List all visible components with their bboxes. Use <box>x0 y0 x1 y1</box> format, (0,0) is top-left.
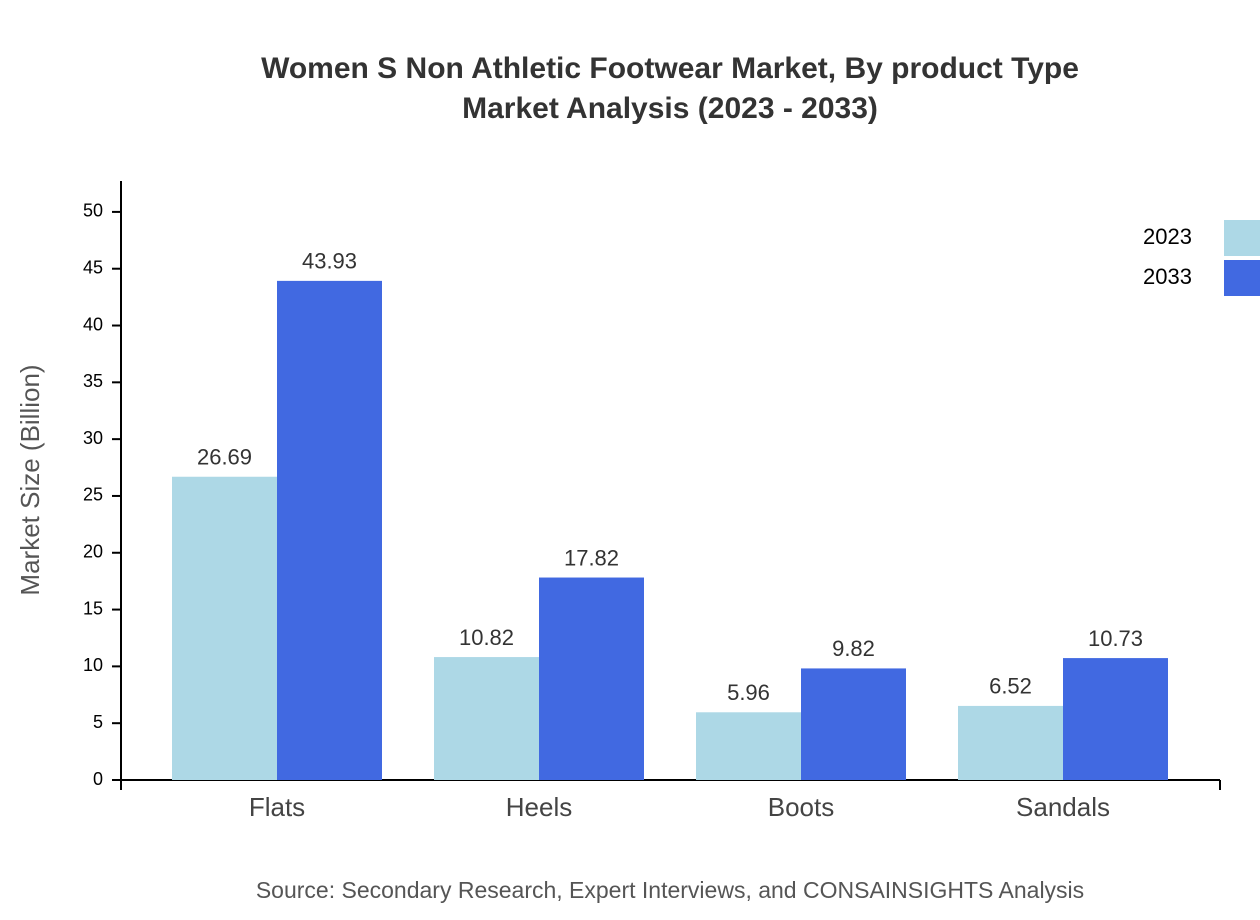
y-tick-label: 35 <box>83 371 103 391</box>
bar <box>1063 658 1168 780</box>
bar <box>958 705 1063 780</box>
y-tick-label: 10 <box>83 655 103 675</box>
bar <box>696 712 801 780</box>
y-tick-label: 20 <box>83 542 103 562</box>
value-label: 5.96 <box>727 680 770 705</box>
y-tick-label: 30 <box>83 428 103 448</box>
legend-swatch <box>1224 260 1260 296</box>
y-tick-label: 5 <box>93 712 103 732</box>
value-label: 6.52 <box>989 674 1032 699</box>
bar <box>539 577 644 780</box>
x-tick-label: Sandals <box>1016 792 1110 822</box>
value-label: 10.82 <box>459 625 514 650</box>
bar <box>277 280 382 780</box>
y-axis-label: Market Size (Billion) <box>15 364 45 595</box>
x-tick-label: Flats <box>249 792 305 822</box>
value-label: 26.69 <box>197 445 252 470</box>
y-tick-label: 15 <box>83 598 103 618</box>
bar <box>172 476 277 780</box>
y-tick-label: 0 <box>93 769 103 789</box>
bar <box>801 668 906 780</box>
legend-label: 2023 <box>1143 224 1192 249</box>
value-label: 10.73 <box>1088 626 1143 651</box>
value-label: 9.82 <box>832 636 875 661</box>
chart-subtitle: Market Analysis (2023 - 2033) <box>462 92 878 125</box>
x-tick-label: Heels <box>506 792 572 822</box>
x-tick-label: Boots <box>768 792 835 822</box>
chart-title: Women S Non Athletic Footwear Market, By… <box>261 52 1079 85</box>
y-tick-label: 25 <box>83 485 103 505</box>
legend-label: 2033 <box>1143 264 1192 289</box>
value-label: 17.82 <box>564 545 619 570</box>
y-tick-label: 45 <box>83 257 103 277</box>
y-tick-label: 40 <box>83 314 103 334</box>
y-tick-label: 50 <box>83 201 103 221</box>
source-note: Source: Secondary Research, Expert Inter… <box>256 877 1084 903</box>
legend-swatch <box>1224 220 1260 256</box>
value-label: 43.93 <box>302 249 357 274</box>
bar <box>434 657 539 780</box>
